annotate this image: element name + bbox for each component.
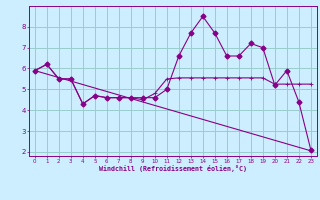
X-axis label: Windchill (Refroidissement éolien,°C): Windchill (Refroidissement éolien,°C) — [99, 165, 247, 172]
